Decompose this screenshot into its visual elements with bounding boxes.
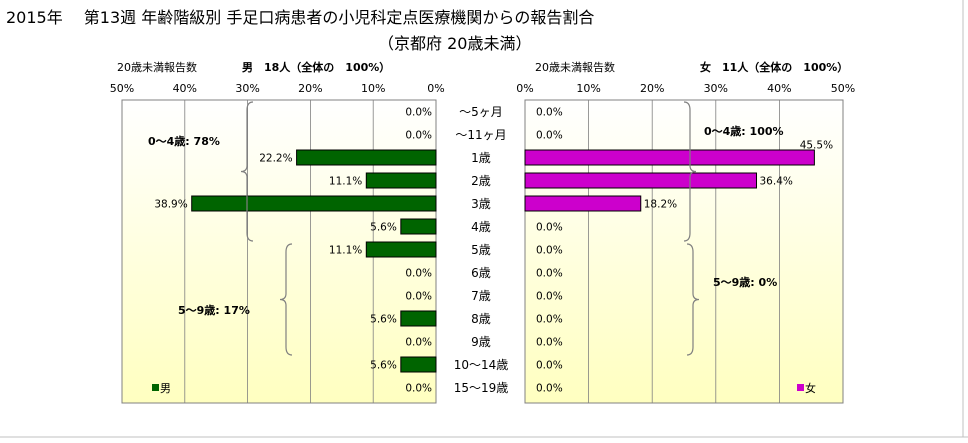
category-label: 5歳 <box>471 243 491 257</box>
male-bar <box>365 172 437 189</box>
category-label: 9歳 <box>471 335 491 349</box>
male-x-tick-label: 20% <box>298 82 322 95</box>
female-plot-area <box>524 99 844 404</box>
male-x-tick-label: 30% <box>235 82 259 95</box>
category-label: 7歳 <box>471 289 491 303</box>
female-data-label: 0.0% <box>536 337 563 349</box>
male-legend-swatch <box>152 384 159 391</box>
male-group-label-0-4: 0～4歳: 78% <box>148 134 220 148</box>
male-data-label: 5.6% <box>370 360 397 372</box>
male-data-label: 0.0% <box>405 130 432 142</box>
male-group-brace-0-4 <box>240 101 254 242</box>
female-legend-swatch <box>797 384 804 391</box>
female-data-label: 0.0% <box>536 222 563 234</box>
male-data-label: 0.0% <box>405 337 432 349</box>
female-x-tick-label: 20% <box>640 82 664 95</box>
female-group-brace-5-9 <box>686 243 700 356</box>
male-bar <box>400 356 437 373</box>
female-bar <box>524 195 642 212</box>
category-label: 3歳 <box>471 197 491 211</box>
female-data-label: 0.0% <box>536 291 563 303</box>
category-label: ～11ヶ月 <box>455 128 506 142</box>
male-x-tick-label: 40% <box>173 82 197 95</box>
male-group-brace-5-9 <box>279 243 293 356</box>
male-bar <box>191 195 437 212</box>
male-data-label: 0.0% <box>405 383 432 395</box>
female-data-label: 0.0% <box>536 268 563 280</box>
female-data-label: 0.0% <box>536 245 563 257</box>
male-data-label: 0.0% <box>405 291 432 303</box>
category-label: 6歳 <box>471 266 491 280</box>
female-data-label: 0.0% <box>536 360 563 372</box>
female-bar <box>524 149 815 166</box>
female-x-tick-label: 10% <box>576 82 600 95</box>
category-label: ～5ヶ月 <box>459 105 503 119</box>
male-bar <box>400 218 437 235</box>
male-data-label: 22.2% <box>259 153 292 165</box>
female-data-label: 36.4% <box>760 176 793 188</box>
category-label: 2歳 <box>471 174 491 188</box>
male-x-tick-label: 10% <box>361 82 385 95</box>
female-header-left: 20歳未満報告数 <box>535 61 615 74</box>
female-data-label: 18.2% <box>644 199 677 211</box>
male-bar <box>296 149 437 166</box>
male-data-label: 0.0% <box>405 268 432 280</box>
category-label: 8歳 <box>471 312 491 326</box>
male-x-tick-label: 50% <box>110 82 134 95</box>
female-group-label-0-4: 0～4歳: 100% <box>704 124 784 138</box>
female-data-label: 0.0% <box>536 130 563 142</box>
female-legend-label: 女 <box>805 381 816 395</box>
female-data-label: 0.0% <box>536 107 563 119</box>
chart-subtitle: （京都府 20歳未満） <box>378 34 532 53</box>
male-data-label: 11.1% <box>329 245 362 257</box>
female-data-label: 0.0% <box>536 314 563 326</box>
male-group-label-5-9: 5～9歳: 17% <box>178 303 250 317</box>
male-header-left: 20歳未満報告数 <box>117 61 197 74</box>
male-data-label: 0.0% <box>405 107 432 119</box>
female-data-label: 0.0% <box>536 383 563 395</box>
male-data-label: 11.1% <box>329 176 362 188</box>
category-label: 15～19歳 <box>454 381 509 395</box>
male-legend-label: 男 <box>160 382 171 395</box>
female-bar <box>524 172 758 189</box>
female-group-brace-0-4 <box>683 101 697 242</box>
chart-title: 2015年 第13週 年齢階級別 手足口病患者の小児科定点医療機関からの報告割合 <box>6 8 595 27</box>
male-data-label: 5.6% <box>370 314 397 326</box>
category-label: 1歳 <box>471 151 491 165</box>
female-group-label-5-9: 5～9歳: 0% <box>713 275 777 289</box>
male-x-tick-label: 0% <box>427 82 444 95</box>
female-header-right: 女 11人（全体の 100%） <box>700 60 848 74</box>
female-data-label: 45.5% <box>800 140 833 152</box>
male-bar <box>400 310 437 327</box>
category-label: 10～14歳 <box>454 358 509 372</box>
female-x-tick-label: 30% <box>704 82 728 95</box>
male-header-right: 男 18人（全体の 100%） <box>242 60 390 74</box>
male-data-label: 5.6% <box>370 222 397 234</box>
female-x-tick-label: 0% <box>516 82 533 95</box>
category-label: 4歳 <box>471 220 491 234</box>
female-x-tick-label: 40% <box>767 82 791 95</box>
female-x-tick-label: 50% <box>831 82 855 95</box>
male-bar <box>365 241 437 258</box>
male-data-label: 38.9% <box>154 199 187 211</box>
